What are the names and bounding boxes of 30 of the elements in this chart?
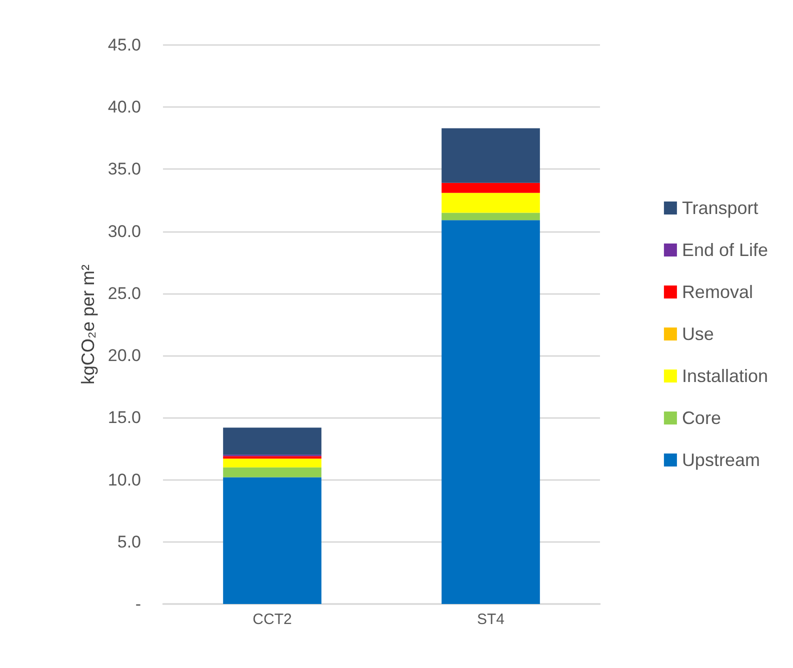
y-tick-label: 15.0 (108, 408, 141, 428)
legend-label: Upstream (682, 450, 760, 470)
bar (442, 128, 540, 183)
y-tick-label: 40.0 (108, 98, 141, 117)
y-tick-label: - (135, 594, 141, 614)
bar (442, 212, 540, 220)
legend-label: Core (682, 408, 721, 428)
y-tick-label: 45.0 (108, 36, 141, 54)
y-tick-label: 35.0 (108, 160, 141, 179)
bar (223, 467, 322, 478)
bar (442, 182, 540, 193)
bar (223, 477, 322, 604)
legend-label: End of Life (682, 240, 768, 260)
y-tick-label: 20.0 (108, 346, 141, 366)
bar (442, 192, 540, 213)
bar (223, 456, 322, 459)
bar (223, 428, 322, 455)
y-tick-label: 5.0 (117, 532, 141, 552)
y-axis-title: kgCO₂e per m² (78, 264, 98, 385)
x-tick-label: ST4 (476, 611, 505, 628)
legend-label: Use (682, 324, 714, 344)
legend-label: Transport (682, 198, 758, 218)
bar (442, 220, 540, 604)
bar (223, 458, 322, 468)
legend-label: Installation (682, 366, 768, 386)
y-tick-label: 10.0 (108, 470, 141, 490)
y-tick-label: 30.0 (108, 222, 141, 241)
x-tick-label: CCT2 (252, 611, 292, 628)
legend-label: Removal (682, 282, 753, 302)
y-tick-label: 25.0 (108, 284, 141, 303)
